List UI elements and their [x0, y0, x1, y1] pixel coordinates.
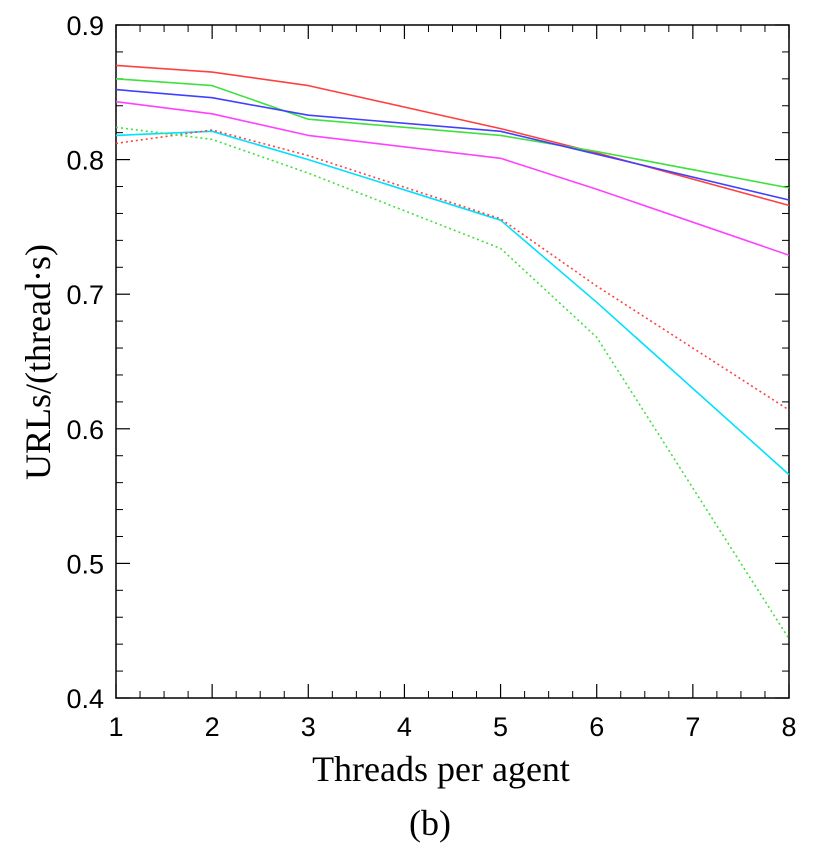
x-tick-label: 4	[397, 712, 412, 742]
series-line-cyan-solid	[115, 130, 790, 476]
x-tick-labels: 1 2 3 4 5 6 7 8	[108, 712, 796, 742]
x-tick-label: 3	[301, 712, 316, 742]
x-tick-label: 5	[493, 712, 508, 742]
y-tick-label: 0.8	[66, 146, 104, 176]
x-tick-label: 1	[108, 712, 123, 742]
y-tick-label: 0.6	[66, 415, 104, 445]
y-tick-labels: 0.4 0.5 0.6 0.7 0.8 0.9	[66, 11, 104, 714]
series-line-magenta-solid	[115, 100, 790, 256]
x-tick-label: 8	[781, 712, 796, 742]
series-line-green-solid	[115, 78, 790, 189]
y-tick-label: 0.7	[66, 280, 104, 310]
x-tick-label: 7	[685, 712, 700, 742]
series-line-green-dotted	[115, 126, 790, 640]
series-line-red-solid	[115, 64, 790, 207]
series-line-blue-solid	[115, 88, 790, 201]
x-tick-label: 6	[589, 712, 604, 742]
axis-ticks	[115, 24, 790, 699]
series-line-red-dotted	[115, 129, 790, 411]
y-axis-title: URLs/(thread·s)	[18, 244, 58, 480]
x-axis-title: Threads per agent	[312, 749, 570, 789]
y-tick-label: 0.4	[66, 684, 104, 714]
y-tick-label: 0.9	[66, 11, 104, 41]
plot-frame	[115, 24, 790, 699]
y-tick-label: 0.5	[66, 549, 104, 579]
x-tick-label: 2	[205, 712, 220, 742]
figure-caption: (b)	[409, 803, 451, 843]
series-lines	[115, 64, 790, 640]
